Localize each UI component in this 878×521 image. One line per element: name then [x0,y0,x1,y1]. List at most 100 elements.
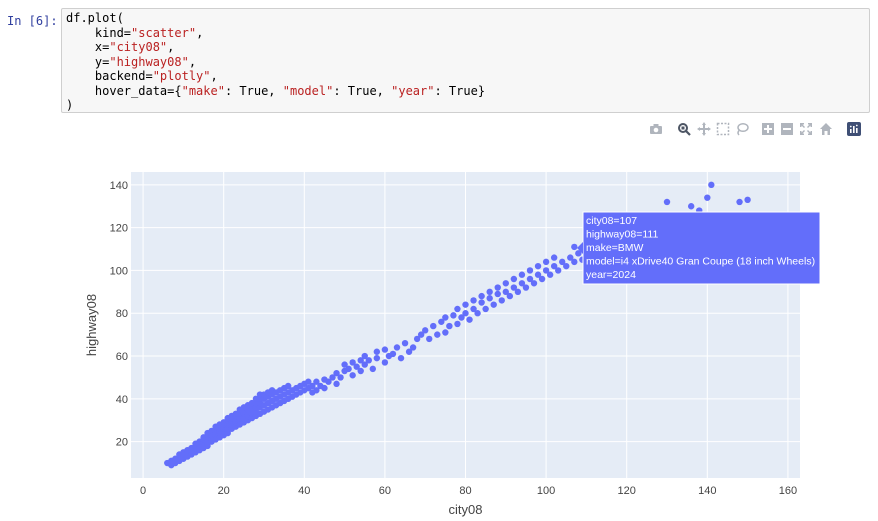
scatter-point[interactable] [542,258,550,266]
plotly-logo-icon[interactable] [847,122,861,136]
scatter-point[interactable] [284,382,292,390]
scatter-point[interactable] [708,181,715,189]
scatter-point[interactable] [369,365,377,373]
code-cell-editor[interactable]: df.plot( kind="scatter", x="city08", y="… [61,8,870,113]
scatter-point[interactable] [490,301,497,308]
scatter-point[interactable] [413,335,421,343]
scatter-point[interactable] [518,280,526,287]
scatter-point[interactable] [554,267,562,274]
scatter-point[interactable] [389,350,397,358]
scatter-point[interactable] [381,346,389,353]
scatter-point[interactable] [321,384,328,392]
lasso-select-icon[interactable] [734,121,750,137]
scatter-point[interactable] [313,378,320,385]
scatter-point[interactable] [373,354,381,362]
scatter-point[interactable] [550,262,558,270]
scatter-point[interactable] [518,271,526,278]
scatter-point[interactable] [341,361,348,368]
scatter-point[interactable] [357,357,364,364]
scatter-point[interactable] [462,310,469,317]
scatter-point[interactable] [421,327,429,334]
scatter-point[interactable] [563,262,570,270]
scatter-point[interactable] [454,305,461,313]
scatter-point[interactable] [571,243,578,251]
autoscale-icon[interactable] [798,121,814,137]
pan-icon[interactable] [696,121,712,137]
scatter-point[interactable] [534,262,542,270]
scatter-points[interactable] [164,181,751,469]
scatter-point[interactable] [482,305,489,313]
scatter-point[interactable] [349,372,356,379]
scatter-point[interactable] [405,348,413,355]
scatter-point[interactable] [329,374,336,381]
scatter-point[interactable] [470,305,477,313]
scatter-point[interactable] [353,363,360,370]
scatter-point[interactable] [373,348,381,355]
scatter-point[interactable] [663,198,671,206]
scatter-point[interactable] [426,335,433,343]
scatter-point[interactable] [397,354,405,362]
scatter-point[interactable] [381,359,389,366]
box-select-icon[interactable] [715,121,731,137]
scatter-point[interactable] [393,344,401,351]
scatter-point[interactable] [305,378,312,385]
scatter-point[interactable] [506,292,514,300]
scatter-point[interactable] [325,378,332,385]
scatter-point[interactable] [538,275,546,283]
scatter-point[interactable] [349,359,356,366]
scatter-point[interactable] [571,258,578,266]
scatter-point[interactable] [466,316,473,323]
reset-axes-icon[interactable] [818,121,834,137]
scatter-point[interactable] [401,339,409,347]
scatter-point[interactable] [567,254,574,261]
zoom-icon[interactable] [676,121,692,137]
scatter-point[interactable] [458,314,465,321]
scatter-point[interactable] [478,292,485,300]
scatter-point[interactable] [575,250,582,257]
scatter-point[interactable] [470,297,477,304]
scatter-point[interactable] [361,352,368,360]
scatter-point[interactable] [478,299,485,306]
scatter-point[interactable] [438,318,445,325]
scatter-point[interactable] [559,258,566,266]
scatter-point[interactable] [357,367,364,375]
scatter-point[interactable] [502,280,510,287]
scatter-point[interactable] [450,312,457,319]
scatter-point[interactable] [704,194,711,201]
scatter-point[interactable] [409,344,417,351]
scatter-point[interactable] [313,387,320,394]
scatter-point[interactable] [744,196,751,204]
scatter-point[interactable] [462,301,469,308]
scatter-point[interactable] [361,361,368,368]
scatter-point[interactable] [333,380,340,388]
scatter-point[interactable] [486,288,493,296]
scatter-point[interactable] [486,295,493,302]
scatter-point[interactable] [454,320,461,328]
scatter-point[interactable] [526,275,534,283]
scatter-point[interactable] [736,198,743,206]
scatter-point[interactable] [345,365,352,373]
scatter-point[interactable] [309,382,316,390]
scatter-point[interactable] [522,284,530,291]
scatter-point[interactable] [502,288,510,296]
scatter-point[interactable] [534,271,542,278]
scatter-point[interactable] [494,284,501,291]
zoom-out-icon[interactable] [779,121,795,137]
scatter-point[interactable] [550,254,558,261]
camera-icon[interactable] [648,121,664,137]
scatter-point[interactable] [337,374,344,381]
scatter-point[interactable] [446,322,453,330]
scatter-point[interactable] [546,271,554,278]
scatter-point[interactable] [434,331,441,338]
scatter-point[interactable] [498,297,505,304]
scatter-point[interactable] [542,267,550,274]
scatter-point[interactable] [526,267,534,274]
scatter-point[interactable] [514,288,522,296]
scatter-point[interactable] [417,331,425,338]
scatter-point[interactable] [530,280,538,287]
code-text[interactable]: df.plot( kind="scatter", x="city08", y="… [62,9,869,113]
zoom-in-icon[interactable] [760,121,776,137]
scatter-point[interactable] [510,275,518,283]
scatter-point[interactable] [474,310,481,317]
